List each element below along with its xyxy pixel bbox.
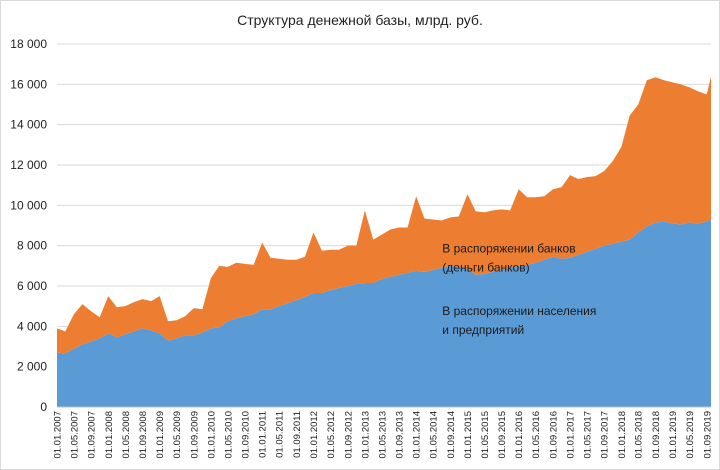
x-tick-label: 01.09.2014 — [446, 411, 457, 459]
x-tick-label: 01.01.2017 — [566, 411, 577, 459]
x-tick-label: 01.05.2013 — [377, 411, 388, 459]
series-label: и предприятий — [442, 323, 524, 337]
x-tick-label: 01.05.2009 — [172, 411, 183, 459]
x-tick-label: 01.01.2019 — [668, 411, 679, 459]
x-tick-label: 01.01.2014 — [412, 411, 423, 459]
y-tick-label: 4 000 — [17, 319, 47, 333]
x-tick-label: 01.09.2010 — [241, 411, 252, 459]
x-tick-label: 01.09.2015 — [497, 411, 508, 459]
x-tick-label: 01.09.2007 — [87, 411, 98, 459]
series-label: (деньги банков) — [442, 261, 529, 275]
y-tick-label: 8 000 — [17, 239, 47, 253]
y-tick-label: 10 000 — [10, 198, 47, 212]
chart-title: Структура денежной базы, млрд. руб. — [237, 12, 483, 28]
y-tick-label: 16 000 — [10, 77, 47, 91]
x-tick-label: 01.09.2017 — [600, 411, 611, 459]
x-tick-label: 01.01.2012 — [309, 411, 320, 459]
x-tick-label: 01.01.2007 — [53, 411, 64, 459]
x-tick-label: 01.05.2016 — [531, 411, 542, 459]
series-label: В распоряжении банков — [442, 242, 575, 256]
x-tick-label: 01.05.2017 — [582, 411, 593, 459]
x-tick-label: 01.09.2013 — [395, 411, 406, 459]
x-tick-label: 01.01.2013 — [360, 411, 371, 459]
x-tick-label: 01.05.2008 — [121, 411, 132, 459]
x-tick-label: 01.05.2010 — [223, 411, 234, 459]
x-tick-label: 01.09.2012 — [343, 411, 354, 459]
y-tick-label: 2 000 — [17, 360, 47, 374]
y-tick-label: 18 000 — [10, 37, 47, 51]
x-tick-label: 01.01.2009 — [155, 411, 166, 459]
y-tick-label: 14 000 — [10, 118, 47, 132]
y-tick-label: 0 — [40, 400, 47, 414]
x-tick-label: 01.01.2016 — [514, 411, 525, 459]
x-tick-label: 01.09.2019 — [702, 411, 713, 459]
x-tick-label: 01.01.2018 — [617, 411, 628, 459]
x-tick-label: 01.01.2008 — [104, 411, 115, 459]
x-tick-label: 01.09.2011 — [292, 411, 303, 458]
x-tick-label: 01.05.2014 — [429, 411, 440, 459]
x-tick-label: 01.09.2008 — [138, 411, 149, 459]
x-tick-label: 01.05.2011 — [275, 411, 286, 458]
x-tick-label: 01.09.2009 — [189, 411, 200, 459]
x-tick-label: 01.05.2012 — [326, 411, 337, 459]
y-tick-label: 12 000 — [10, 158, 47, 172]
x-tick-label: 01.01.2010 — [206, 411, 217, 459]
x-tick-label: 01.05.2015 — [480, 411, 491, 459]
x-tick-label: 01.09.2016 — [548, 411, 559, 459]
x-tick-label: 01.05.2018 — [634, 411, 645, 459]
y-tick-label: 6 000 — [17, 279, 47, 293]
series-area-1 — [57, 219, 711, 407]
series-label: В распоряжении населения — [442, 304, 596, 318]
x-tick-label: 01.01.2015 — [463, 411, 474, 459]
x-tick-label: 01.09.2018 — [651, 411, 662, 459]
series-area-2 — [57, 76, 711, 354]
x-tick-label: 01.05.2007 — [69, 411, 80, 459]
x-tick-label: 01.05.2019 — [685, 411, 696, 459]
x-tick-label: 01.01.2011 — [258, 411, 269, 458]
